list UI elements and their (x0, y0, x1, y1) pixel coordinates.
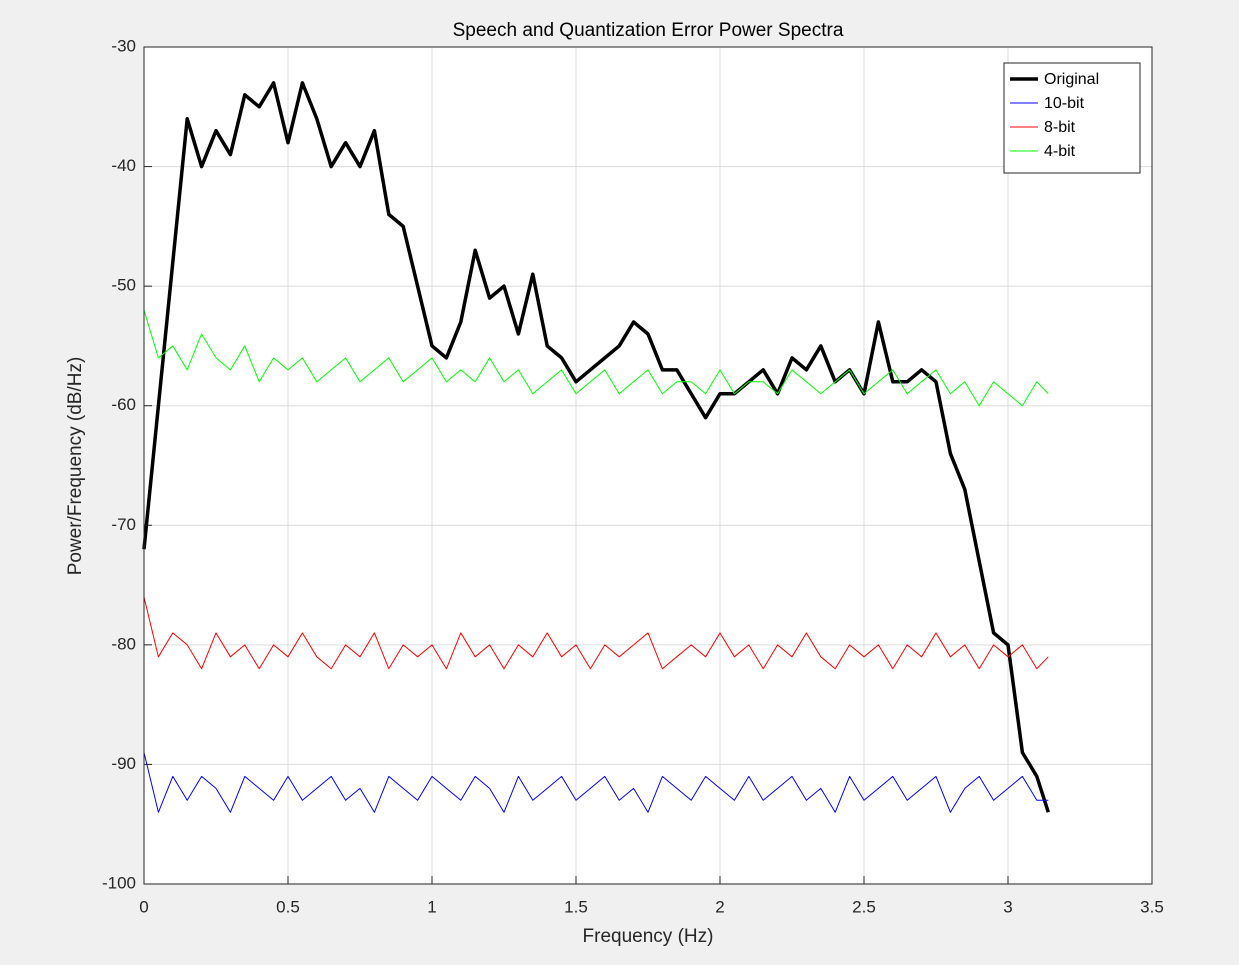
series-line (143, 596, 1049, 670)
y-tick-label: -80 (111, 634, 136, 653)
y-axis-label: Power/Frequency (dB/Hz) (65, 357, 86, 576)
x-tick-label: 3.5 (1140, 897, 1164, 916)
x-tick-label: 2.5 (852, 897, 876, 916)
legend-label: Original (1044, 71, 1099, 88)
y-tick-label: -40 (111, 156, 136, 175)
legend-box (1003, 62, 1141, 174)
x-tick-label: 0 (139, 897, 148, 916)
y-tick-label: -50 (111, 276, 136, 295)
series-line (143, 752, 1049, 813)
y-tick-label: -60 (111, 395, 136, 414)
y-tick-label: -90 (111, 754, 136, 773)
series-line (143, 309, 1049, 407)
legend-label: 10-bit (1044, 95, 1085, 112)
y-tick-label: -30 (111, 36, 136, 55)
chart-title: Speech and Quantization Error Power Spec… (453, 20, 844, 41)
x-axis-label: Frequency (Hz) (583, 926, 714, 947)
x-tick-label: 0.5 (276, 897, 300, 916)
legend-label: 8-bit (1044, 119, 1076, 136)
plot-area (144, 47, 1152, 884)
legend-label: 4-bit (1044, 143, 1076, 160)
x-tick-label: 1 (427, 897, 436, 916)
x-tick-label: 2 (715, 897, 724, 916)
y-tick-label: -100 (102, 873, 136, 892)
y-tick-label: -70 (111, 515, 136, 534)
x-tick-label: 3 (1003, 897, 1012, 916)
axes-box (143, 46, 1153, 885)
x-tick-label: 1.5 (564, 897, 588, 916)
